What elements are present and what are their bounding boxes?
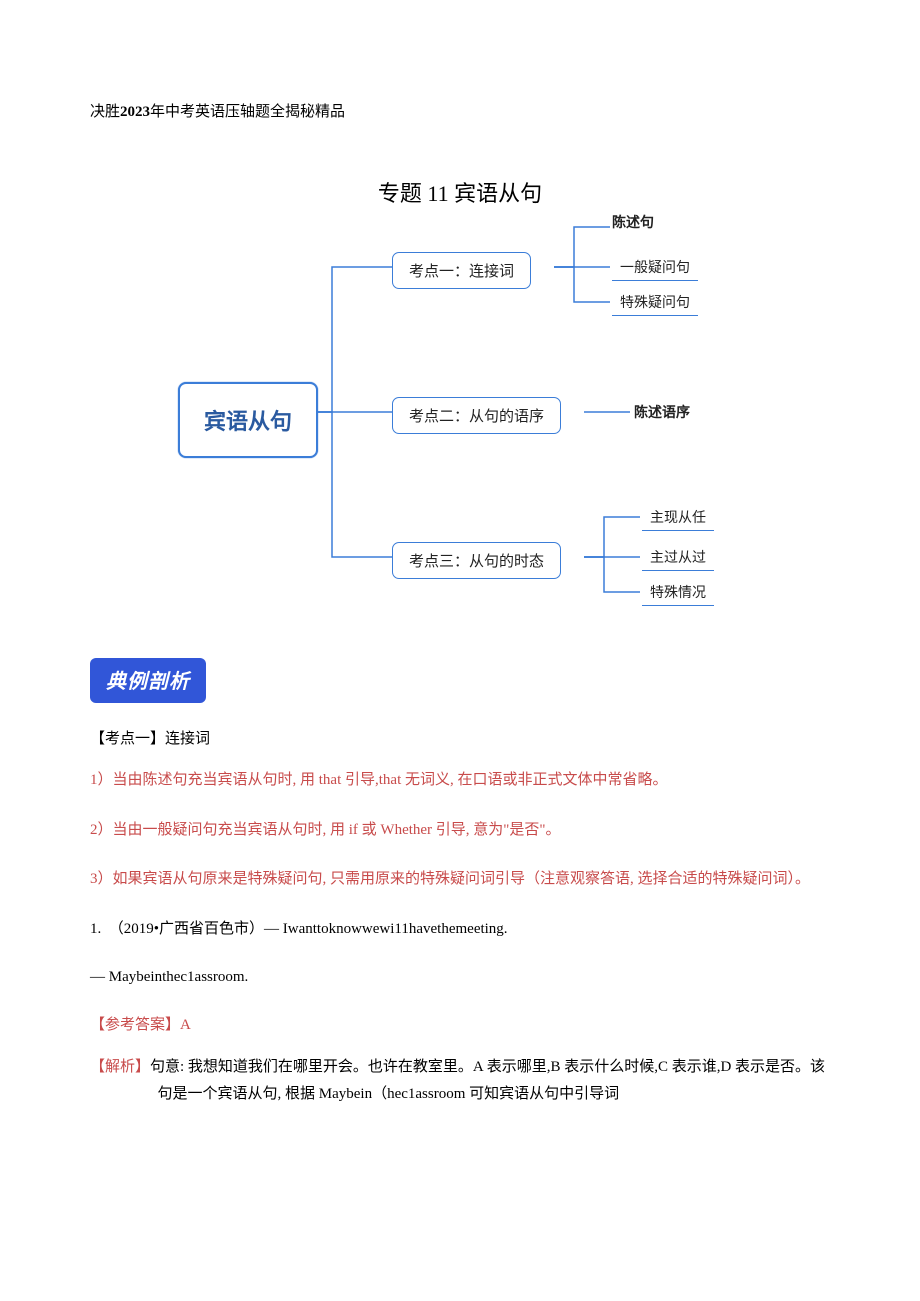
question-number: 1. [90,921,101,937]
question-line1: — Iwanttoknowwewi11havethemeeting. [264,921,508,937]
diagram-leaf-tense-3: 特殊情况 [642,579,714,606]
diagram-root: 宾语从句 [178,382,318,458]
analysis-label: 【解析】 [90,1059,150,1075]
analysis-text: 句意: 我想知道我们在哪里开会。也许在教室里。A 表示哪里,B 表示什么时候,C… [150,1059,825,1102]
answer-value: A [180,1017,191,1033]
diagram-node-point1: 考点一：连接词 [392,252,531,289]
analysis-block: 【解析】句意: 我想知道我们在哪里开会。也许在教室里。A 表示哪里,B 表示什么… [90,1054,830,1108]
diagram-node-point3: 考点三：从句的时态 [392,542,561,579]
document-title: 专题 11 宾语从句 [90,176,830,208]
question-1-line2: — Maybeinthec1assroom. [90,965,830,989]
rule-2: 2）当由一般疑问句充当宾语从句时, 用 if 或 Whether 引导, 意为"… [90,818,830,844]
diagram-leaf-declarative: 陈述句 [612,212,654,232]
header-year: 2023 [120,104,150,120]
document-header: 决胜2023年中考英语压轴题全揭秘精品 [90,100,830,121]
diagram-leaf-special-q: 特殊疑问句 [612,289,698,316]
point1-heading: 【考点一】连接词 [90,727,830,748]
mindmap-diagram: 宾语从句 考点一：连接词 考点二：从句的语序 考点三：从句的时态 陈述句 一般疑… [160,212,760,622]
header-suffix: 年中考英语压轴题全揭秘精品 [150,104,345,120]
question-source: （2019•广西省百色市） [109,921,264,937]
rule-1: 1）当由陈述句充当宾语从句时, 用 that 引导,that 无词义, 在口语或… [90,768,830,794]
section-badge: 典例剖析 [90,658,206,703]
diagram-node-point2: 考点二：从句的语序 [392,397,561,434]
question-1-stem: 1. （2019•广西省百色市）— Iwanttoknowwewi11havet… [90,917,830,941]
header-prefix: 决胜 [90,104,120,120]
diagram-leaf-tense-2: 主过从过 [642,544,714,571]
diagram-leaf-word-order: 陈述语序 [634,402,690,422]
rule-3: 3）如果宾语从句原来是特殊疑问句, 只需用原来的特殊疑问词引导（注意观察答语, … [90,867,830,893]
diagram-leaf-general-q: 一般疑问句 [612,254,698,281]
answer-key: 【参考答案】A [90,1013,830,1034]
answer-label: 【参考答案】 [90,1017,180,1033]
diagram-leaf-tense-1: 主现从任 [642,504,714,531]
